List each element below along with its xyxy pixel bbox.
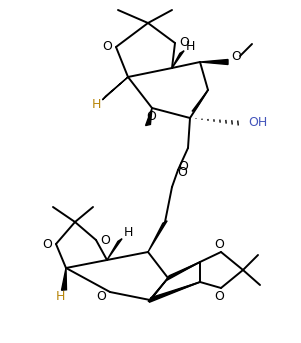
Text: H: H bbox=[55, 291, 65, 304]
Polygon shape bbox=[61, 268, 67, 290]
Text: O: O bbox=[179, 36, 189, 49]
Polygon shape bbox=[149, 282, 200, 302]
Polygon shape bbox=[172, 51, 184, 68]
Polygon shape bbox=[146, 108, 152, 126]
Text: O: O bbox=[231, 49, 241, 62]
Polygon shape bbox=[167, 262, 200, 280]
Text: H: H bbox=[91, 98, 101, 111]
Text: O: O bbox=[96, 291, 106, 304]
Polygon shape bbox=[148, 278, 168, 301]
Text: H: H bbox=[123, 226, 133, 239]
Text: O: O bbox=[102, 40, 112, 54]
Text: OH: OH bbox=[248, 117, 268, 130]
Text: O: O bbox=[214, 237, 224, 250]
Polygon shape bbox=[107, 239, 122, 260]
Polygon shape bbox=[192, 90, 208, 111]
Polygon shape bbox=[148, 221, 167, 252]
Text: H: H bbox=[185, 39, 195, 52]
Text: O: O bbox=[214, 289, 224, 303]
Polygon shape bbox=[200, 59, 228, 64]
Text: O: O bbox=[42, 237, 52, 250]
Text: O: O bbox=[146, 109, 156, 122]
Text: O: O bbox=[177, 166, 187, 178]
Text: O: O bbox=[100, 234, 110, 247]
Text: O: O bbox=[178, 161, 188, 174]
Polygon shape bbox=[102, 77, 128, 100]
